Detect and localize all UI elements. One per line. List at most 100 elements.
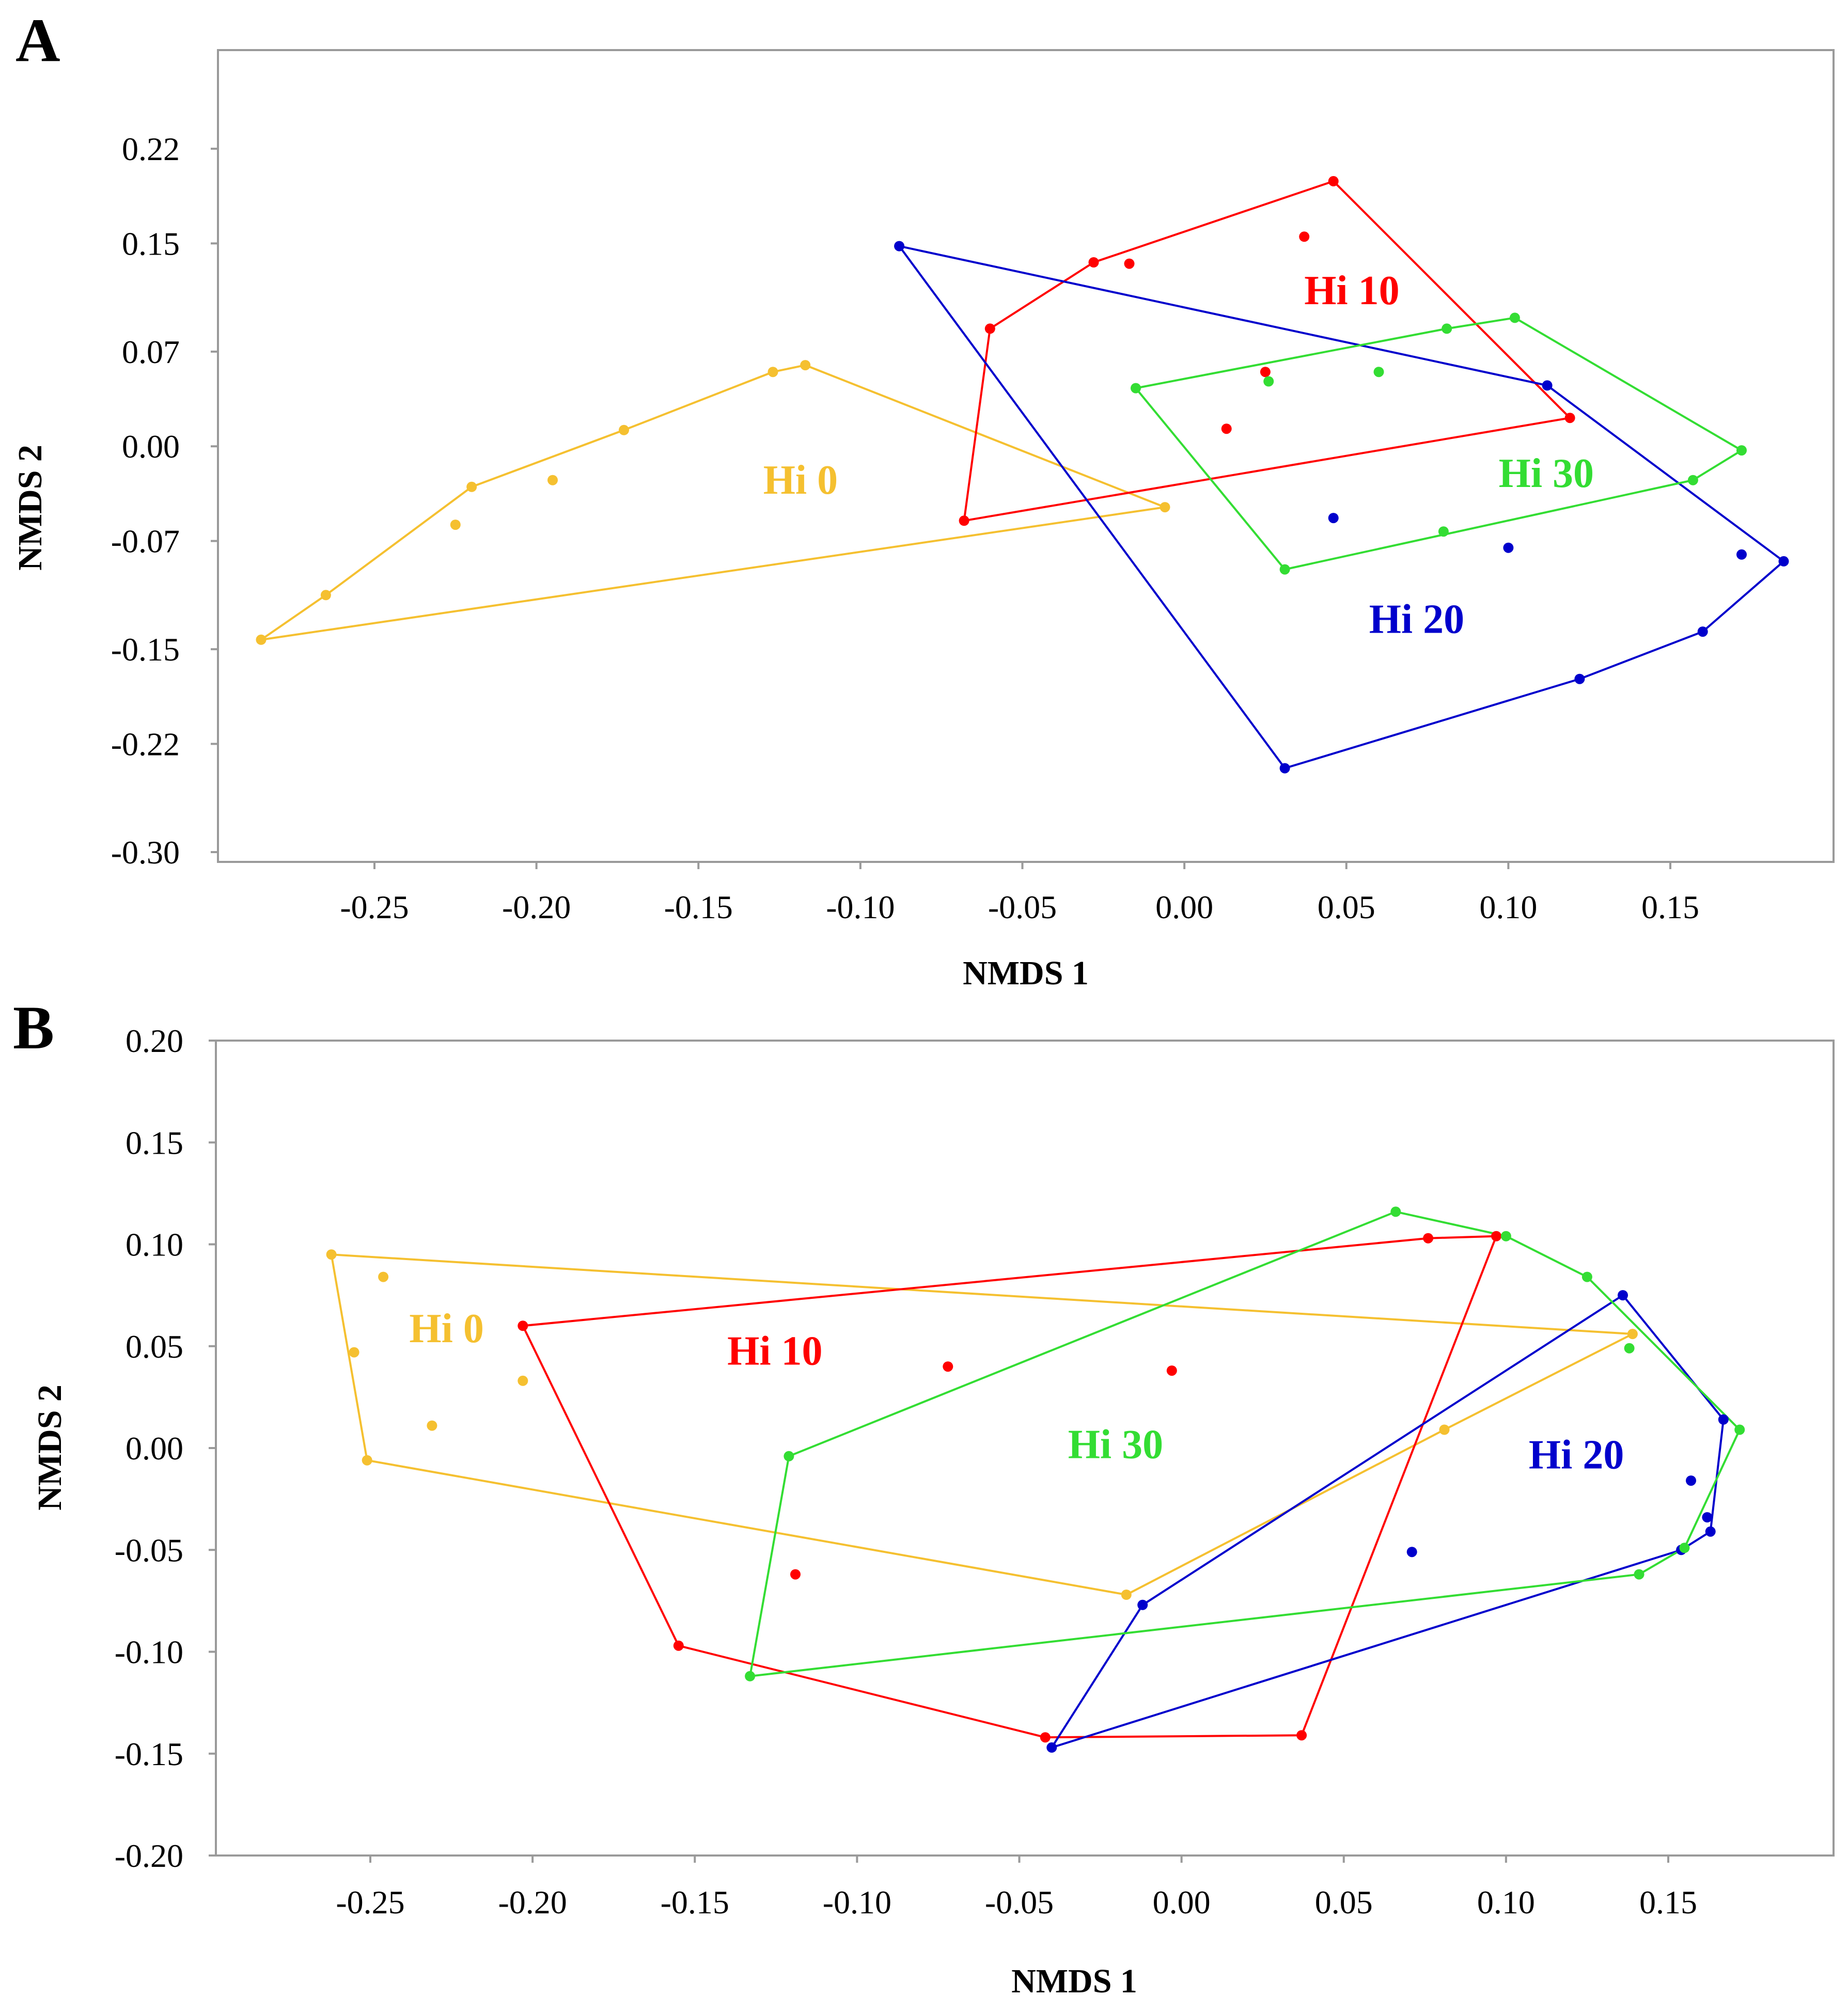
panel-a-point-hi30 [1279,564,1290,575]
panel-a-point-hi10 [959,515,969,526]
panel-a-letter: A [15,6,60,74]
panel-a-x-tick-label: 0.15 [1641,889,1699,925]
panel-a-point-hi10 [1564,413,1575,423]
panel-b-x-tick-label: -0.15 [661,1884,729,1921]
panel-a-point-hi10 [984,323,995,334]
panel-b-x-tick-label: -0.10 [823,1884,891,1921]
panel-b-y-tick-label: 0.05 [126,1328,183,1365]
panel-b-y-tick-label: 0.10 [126,1226,183,1263]
panel-b-hull-hi20 [1049,1294,1725,1750]
panel-b-point-hi0 [326,1249,337,1260]
panel-a-plot-frame [217,49,1835,863]
panel-a-point-hi20 [1328,513,1339,524]
panel-b-point-hi20 [1046,1742,1057,1753]
panel-b-x-tick-label: 0.00 [1153,1884,1211,1921]
panel-a-point-hi20 [1736,549,1747,560]
panel-a-point-hi30 [1373,367,1384,378]
panel-a-point-hi20 [1697,626,1708,637]
panel-a-x-tick-label: 0.05 [1318,889,1375,925]
panel-b-point-hi0 [1627,1329,1638,1340]
panel-b-label-hi10: Hi 10 [727,1328,822,1374]
panel-a-point-hi0 [466,481,477,492]
panel-a-point-hi30 [1438,526,1449,537]
panel-b-point-hi30 [745,1671,756,1681]
panel-b-point-hi20 [1406,1547,1417,1558]
panel-b-y-axis-title: NMDS 2 [31,1385,69,1511]
panel-a-point-hi10 [1221,423,1232,434]
panel-a-x-tick-label: -0.20 [502,889,571,925]
panel-b-point-hi20 [1702,1512,1713,1523]
panel-a-point-hi20 [1542,380,1553,391]
panel-a-point-hi0 [768,367,778,378]
panel-b-point-hi30 [1581,1271,1592,1282]
panel-b-point-hi20 [1618,1290,1628,1301]
panel-a-point-hi10 [1260,367,1271,378]
panel-b-point-hi30 [1734,1424,1745,1435]
panel-a-y-tick-label: 0.15 [122,225,180,262]
panel-a-y-tick-label: -0.07 [111,523,180,560]
panel-a-point-hi0 [1160,502,1170,513]
panel-a-point-hi10 [1088,257,1099,268]
panel-a-hull-hi10 [963,180,1572,522]
panel-a-point-hi10 [1299,231,1310,242]
panel-b-point-hi30 [1390,1206,1401,1217]
panel-a-point-hi30 [1509,312,1520,323]
panel-b-x-tick-label: 0.10 [1477,1884,1535,1921]
panel-b-point-hi10 [1491,1231,1501,1241]
panel-b-point-hi20 [1718,1414,1729,1425]
panel-b-label-hi0: Hi 0 [409,1306,483,1351]
panel-b-y-tick-label: -0.20 [115,1837,183,1874]
panel-b-x-axis-title: NMDS 1 [1011,1962,1137,1997]
panel-b-y-tick-label: 0.00 [126,1430,183,1467]
panel-b-x-tick-label: -0.05 [985,1884,1054,1921]
panel-b-point-hi0 [518,1375,528,1386]
panel-a-x-tick-label: -0.10 [826,889,895,925]
panel-a-hull-hi20 [897,244,1786,769]
panel-b-y-tick-label: 0.20 [126,1023,183,1059]
panel-a-hull-hi0 [260,364,1169,641]
panel-b-point-hi10 [1296,1730,1307,1741]
panel-b-point-hi10 [1423,1233,1434,1244]
panel-a-label-hi10: Hi 10 [1304,268,1399,313]
panel-a-point-hi20 [1574,673,1585,684]
panel-a-x-tick-label: 0.10 [1479,889,1537,925]
panel-b-hull-hi0 [330,1253,1637,1596]
panel-a: A -0.25 -0.20 -0.15 -0.10 -0.05 0.00 0.05 0.10 0… [11,6,1835,992]
panel-b-point-hi10 [518,1320,528,1331]
panel-a-point-hi0 [619,424,629,435]
panel-b-point-hi10 [1040,1732,1051,1743]
panel-b-hull-hi10 [521,1235,1498,1739]
panel-a-point-hi20 [1503,542,1514,553]
panel-b-x-tick-label: 0.05 [1315,1884,1373,1921]
panel-a-point-hi30 [1131,383,1141,394]
panel-b-point-hi20 [1686,1475,1696,1486]
panel-a-point-hi20 [1778,556,1789,567]
panel-b-point-hi0 [349,1347,359,1358]
panel-b-point-hi0 [378,1271,389,1282]
panel-b-label-hi20: Hi 20 [1529,1432,1624,1477]
panel-b-y-tick-label: 0.15 [126,1124,183,1161]
panel-b-point-hi30 [1679,1543,1690,1553]
panel-b-x-tick-label: 0.15 [1639,1884,1697,1921]
panel-a-point-hi0 [800,360,811,371]
panel-a-y-tick-label: 0.00 [122,428,180,465]
panel-a-x-tick-label: -0.25 [340,889,409,925]
panel-a-point-hi0 [450,520,461,530]
panel-b-y-tick-label: -0.15 [115,1736,183,1772]
panel-b-x-tick-label: -0.20 [498,1884,567,1921]
panel-b-marks: -0.25 -0.20 -0.15 -0.10 -0.05 0.00 0.05 0.10 0.1… [115,1023,1745,1921]
panel-a-point-hi0 [320,590,331,601]
panel-b-point-hi30 [1634,1569,1645,1580]
panel-a-point-hi20 [1279,763,1290,774]
panel-b-point-hi20 [1705,1526,1716,1537]
panel-a-label-hi0: Hi 0 [763,458,838,503]
panel-b-point-hi30 [784,1451,794,1461]
panel-a-point-hi10 [1124,258,1135,269]
panel-b-y-tick-label: -0.05 [115,1532,183,1568]
panel-a-point-hi20 [894,241,905,251]
panel-a-point-hi0 [256,634,267,645]
panel-b-point-hi0 [1439,1424,1450,1435]
panel-b-point-hi20 [1137,1599,1148,1610]
panel-a-y-tick-label: -0.30 [111,834,180,871]
